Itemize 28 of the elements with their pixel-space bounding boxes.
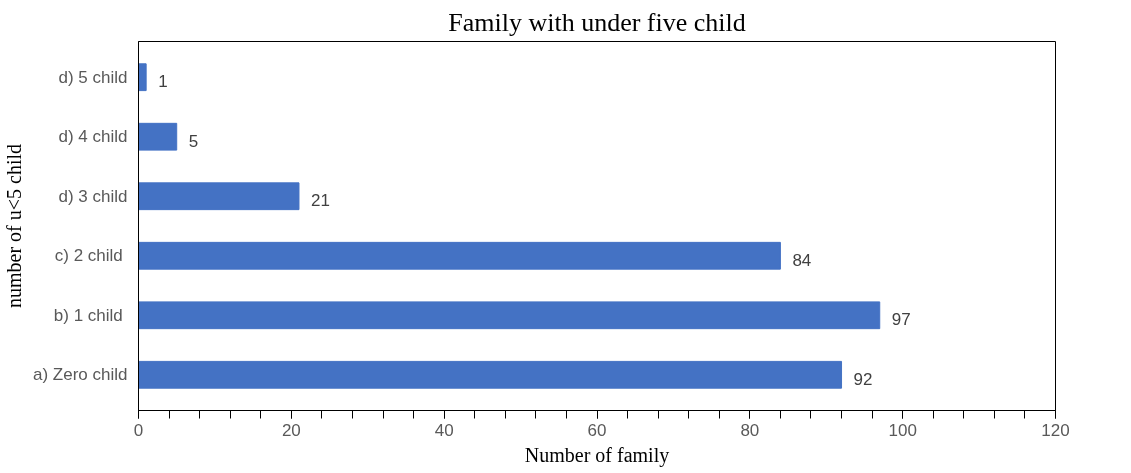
y-tick-label: d) 5 child <box>58 67 128 87</box>
y-tick-label: a) Zero child <box>33 365 128 385</box>
y-tick-label: d) 4 child <box>58 127 128 147</box>
x-tick-label: 100 <box>888 420 917 440</box>
data-label: 92 <box>853 369 873 389</box>
x-tick-label: 120 <box>1041 420 1070 440</box>
y-tick-label: d) 3 child <box>58 186 128 206</box>
x-tick-label: 80 <box>740 420 760 440</box>
bar <box>138 301 881 330</box>
y-tick-label: c) 2 child <box>54 246 123 266</box>
data-label: 1 <box>158 72 168 92</box>
bar <box>138 241 781 270</box>
x-tick-label: 40 <box>434 420 454 440</box>
bar <box>138 360 843 389</box>
x-tick-label: 20 <box>281 420 301 440</box>
x-axis-title: Number of family <box>524 443 670 467</box>
bar <box>138 122 178 151</box>
y-tick-label: b) 1 child <box>53 305 123 325</box>
data-label: 97 <box>891 310 911 330</box>
data-label: 5 <box>188 131 199 151</box>
data-label: 21 <box>310 191 330 211</box>
x-tick-label: 0 <box>133 420 144 440</box>
x-tick-label: 60 <box>587 420 607 440</box>
bar <box>138 182 300 211</box>
y-axis-title: number of u<5 child <box>3 143 26 309</box>
bar <box>138 63 147 92</box>
data-label: 84 <box>792 250 812 270</box>
chart-title: Family with under five child <box>448 7 746 37</box>
